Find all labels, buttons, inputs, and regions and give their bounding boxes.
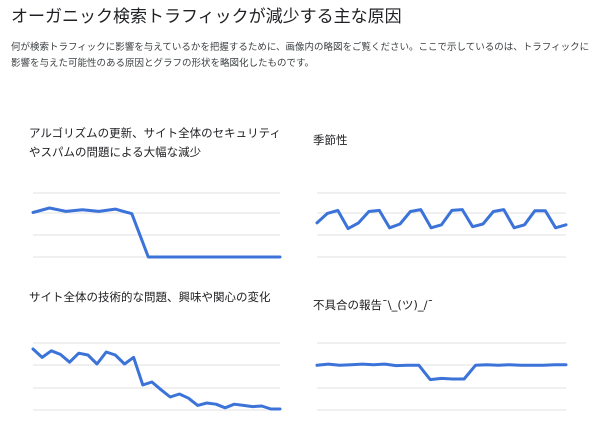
chart-title-seasonality: 季節性 <box>313 133 348 147</box>
page-description: 何が検索トラフィックに影響を与えているかを把握するために、画像内の略図をご覧くだ… <box>11 42 590 69</box>
series-line <box>315 362 568 382</box>
chart-title-gradual-decline: サイト全体の技術的な問題、興味や関心の変化 <box>29 290 271 304</box>
page-title: オーガニック検索トラフィックが減少する主な原因 <box>11 7 402 27</box>
series-line <box>315 208 568 231</box>
chart-title-reporting-glitch: 不具合の報告¯\_(ツ)_/¯ <box>313 298 434 312</box>
series-line <box>31 347 282 411</box>
series-line <box>31 206 282 259</box>
chart-title-sharp-drop: アルゴリズムの更新、サイト全体のセキュリティやスパムの問題による大幅な減少 <box>29 126 281 159</box>
